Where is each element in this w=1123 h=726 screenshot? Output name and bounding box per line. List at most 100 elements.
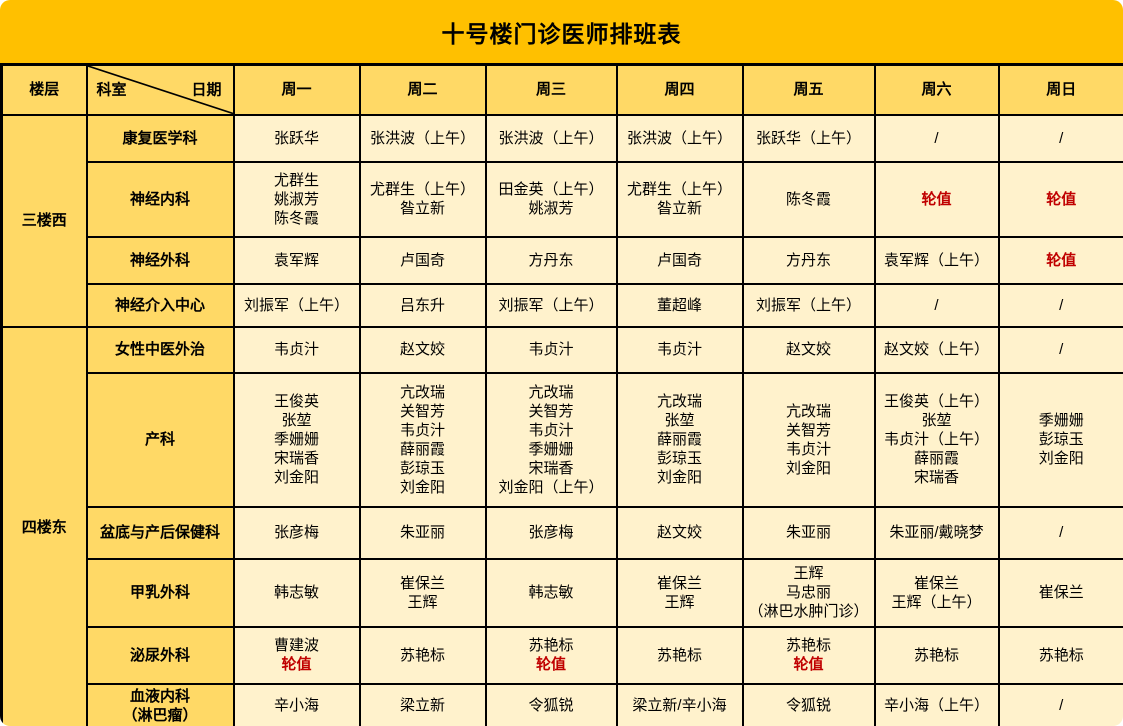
- dept-cell: 神经介入中心: [85, 282, 235, 328]
- schedule-cell: 董超峰: [615, 282, 744, 328]
- schedule-cell: /: [997, 682, 1123, 726]
- schedule-cell: 亢改瑞 张堃 薛丽霞 彭琼玉 刘金阳: [615, 371, 744, 508]
- schedule-cell: 亢改瑞 关智芳 韦贞汁 季姗姗 宋瑞香 刘金阳（上午）: [484, 371, 618, 508]
- dept-cell: 女性中医外治: [85, 325, 235, 374]
- day-header-2: 周二: [358, 63, 487, 116]
- schedule-cell: 梁立新: [358, 682, 487, 726]
- schedule-cell: 张彦梅: [484, 505, 618, 560]
- schedule-table: 楼层 日期 科室 周一 周二 周三 周四 周五 周六 周日 三楼西 康复医学科 张跃华 张洪波（上…: [0, 63, 1123, 726]
- schedule-cell: 刘振军（上午）: [741, 282, 876, 328]
- day-header-7: 周日: [997, 63, 1123, 116]
- schedule-cell: 季姗姗 彭琼玉 刘金阳: [997, 371, 1123, 508]
- schedule-cell: 韦贞汁: [484, 325, 618, 374]
- schedule-cell: 尤群生 姚淑芳 陈冬霞: [232, 160, 361, 238]
- schedule-cell: 王俊英 张堃 季姗姗 宋瑞香 刘金阳: [232, 371, 361, 508]
- schedule-cell: 尤群生（上午） 昝立新: [615, 160, 744, 238]
- floor-cell: 四楼东: [0, 325, 88, 726]
- schedule-cell: 曹建波 轮值: [232, 625, 361, 685]
- schedule-cell: 卢国奇: [358, 235, 487, 285]
- dept-cell: 盆底与产后保健科: [85, 505, 235, 560]
- schedule-cell: /: [997, 505, 1123, 560]
- header-row: 楼层 日期 科室 周一 周二 周三 周四 周五 周六 周日: [0, 63, 1123, 116]
- schedule-cell: 崔保兰 王辉（上午）: [873, 557, 1000, 628]
- schedule-cell: 张洪波（上午）: [615, 113, 744, 163]
- schedule-cell: 赵文姣: [615, 505, 744, 560]
- dept-cell: 神经外科: [85, 235, 235, 285]
- table-row: 神经内科 尤群生 姚淑芳 陈冬霞 尤群生（上午） 昝立新 田金英（上午） 姚淑芳 尤群生（上午）…: [2, 160, 1123, 238]
- schedule-cell: 韦贞汁: [615, 325, 744, 374]
- schedule-cell: 刘振军（上午）: [232, 282, 361, 328]
- schedule-cell: 令狐锐: [741, 682, 876, 726]
- floor-cell: 三楼西: [0, 113, 88, 328]
- page-title: 十号楼门诊医师排班表: [0, 0, 1123, 63]
- schedule-cell: 辛小海: [232, 682, 361, 726]
- schedule-cell: 轮值: [997, 235, 1123, 285]
- schedule-tbody: 三楼西 康复医学科 张跃华 张洪波（上午） 张洪波（上午） 张洪波（上午） 张跃华（上午） /…: [0, 113, 1123, 726]
- dept-cell: 康复医学科: [85, 113, 235, 163]
- schedule-cell: 朱亚丽/戴晓梦: [873, 505, 1000, 560]
- table-row: 神经外科 袁军辉 卢国奇 方丹东 卢国奇 方丹东 袁军辉（上午） 轮值: [2, 235, 1123, 285]
- schedule-cell: 梁立新/辛小海: [615, 682, 744, 726]
- schedule-cell: 王俊英（上午） 张堃 韦贞汁（上午） 薛丽霞 宋瑞香: [873, 371, 1000, 508]
- floor-header: 楼层: [0, 63, 88, 116]
- table-row: 神经介入中心 刘振军（上午） 吕东升 刘振军（上午） 董超峰 刘振军（上午） / /: [2, 282, 1123, 328]
- schedule-cell: 亢改瑞 关智芳 韦贞汁 薛丽霞 彭琼玉 刘金阳: [358, 371, 487, 508]
- schedule-cell: 陈冬霞: [741, 160, 876, 238]
- schedule-cell: 王辉 马忠丽 （淋巴水肿门诊）: [741, 557, 876, 628]
- dept-cell: 泌尿外科: [85, 625, 235, 685]
- schedule-cell: 崔保兰 王辉: [358, 557, 487, 628]
- schedule-cell: 轮值: [873, 160, 1000, 238]
- schedule-cell: 苏艳标: [997, 625, 1123, 685]
- schedule-cell: 苏艳标: [358, 625, 487, 685]
- schedule-cell: 袁军辉（上午）: [873, 235, 1000, 285]
- schedule-cell: 朱亚丽: [741, 505, 876, 560]
- schedule-cell: 朱亚丽: [358, 505, 487, 560]
- schedule-cell: 苏艳标 轮值: [741, 625, 876, 685]
- schedule-cell: /: [873, 113, 1000, 163]
- schedule-cell: 苏艳标: [873, 625, 1000, 685]
- schedule-cell: 田金英（上午） 姚淑芳: [484, 160, 618, 238]
- schedule-cell: 张跃华（上午）: [741, 113, 876, 163]
- schedule-cell: 韩志敏: [232, 557, 361, 628]
- schedule-cell: 张洪波（上午）: [358, 113, 487, 163]
- schedule-cell: /: [997, 113, 1123, 163]
- table-row: 甲乳外科 韩志敏 崔保兰 王辉 韩志敏 崔保兰 王辉 王辉 马忠丽 （淋巴水肿门诊） 崔保兰 王辉（上…: [2, 557, 1123, 628]
- schedule-cell: 赵文姣: [358, 325, 487, 374]
- schedule-cell: 方丹东: [484, 235, 618, 285]
- day-header-1: 周一: [232, 63, 361, 116]
- schedule-cell: 令狐锐: [484, 682, 618, 726]
- schedule-cell: 苏艳标: [615, 625, 744, 685]
- dept-date-header: 日期 科室: [85, 63, 235, 116]
- date-label: 日期: [191, 81, 222, 99]
- schedule-cell: 吕东升: [358, 282, 487, 328]
- dept-cell: 神经内科: [85, 160, 235, 238]
- day-header-5: 周五: [741, 63, 876, 116]
- schedule-cell: 张洪波（上午）: [484, 113, 618, 163]
- schedule-cell: 韩志敏: [484, 557, 618, 628]
- schedule-cell: 袁军辉: [232, 235, 361, 285]
- schedule-cell: 韦贞汁: [232, 325, 361, 374]
- day-header-3: 周三: [484, 63, 618, 116]
- schedule-cell: 崔保兰: [997, 557, 1123, 628]
- diagonal-divider: [88, 66, 233, 114]
- table-row: 四楼东 女性中医外治 韦贞汁 赵文姣 韦贞汁 韦贞汁 赵文姣 赵文姣（上午） /: [0, 325, 1123, 726]
- schedule-cell: 张跃华: [232, 113, 361, 163]
- table-row: 血液内科 （淋巴瘤） 辛小海 梁立新 令狐锐 梁立新/辛小海 令狐锐 辛小海（上午） /: [2, 682, 1123, 726]
- schedule-cell: 赵文姣: [741, 325, 876, 374]
- schedule-cell: 辛小海（上午）: [873, 682, 1000, 726]
- schedule-cell: /: [997, 325, 1123, 374]
- schedule-cell: 卢国奇: [615, 235, 744, 285]
- table-row: 泌尿外科 曹建波 轮值 苏艳标 苏艳标 轮值 苏艳标 苏艳标 轮值 苏艳标 苏艳标: [2, 625, 1123, 685]
- dept-cell: 血液内科 （淋巴瘤）: [85, 682, 235, 726]
- day-header-4: 周四: [615, 63, 744, 116]
- dept-label: 科室: [96, 81, 127, 99]
- dept-cell: 甲乳外科: [85, 557, 235, 628]
- schedule-cell: 亢改瑞 关智芳 韦贞汁 刘金阳: [741, 371, 876, 508]
- schedule-cell: 苏艳标 轮值: [484, 625, 618, 685]
- schedule-cell: 方丹东: [741, 235, 876, 285]
- table-row: 三楼西 康复医学科 张跃华 张洪波（上午） 张洪波（上午） 张洪波（上午） 张跃华（上午） /…: [0, 113, 1123, 328]
- table-row: 产科 王俊英 张堃 季姗姗 宋瑞香 刘金阳 亢改瑞 关智芳 韦贞汁 薛丽霞 彭琼玉 刘金阳 亢改瑞 关智芳…: [2, 371, 1123, 508]
- table-row: 盆底与产后保健科 张彦梅 朱亚丽 张彦梅 赵文姣 朱亚丽 朱亚丽/戴晓梦 /: [2, 505, 1123, 560]
- schedule-cell: 赵文姣（上午）: [873, 325, 1000, 374]
